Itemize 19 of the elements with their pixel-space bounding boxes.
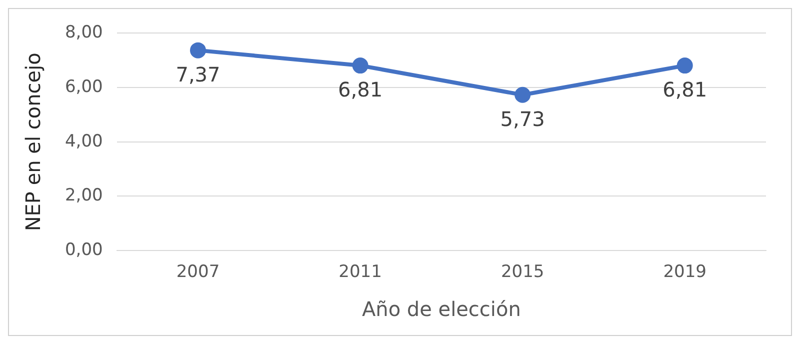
data-label: 5,73 [500, 107, 545, 132]
x-axis-title: Año de elección [362, 297, 521, 322]
x-tick-label: 2011 [338, 262, 382, 282]
x-tick-label: 2019 [663, 262, 706, 282]
y-tick-label: 6,00 [64, 76, 103, 97]
point [190, 42, 206, 58]
data-label: 7,37 [176, 62, 220, 87]
x-tick-label: 2015 [500, 262, 544, 282]
x-tick-label: 2007 [176, 262, 220, 282]
y-tick-label: 0,00 [64, 240, 103, 260]
point [676, 58, 693, 74]
y-tick-label: 4,00 [64, 131, 103, 152]
data-label: 6,81 [338, 78, 383, 102]
y-tick-label: 2,00 [64, 186, 103, 206]
y-tick-label: 8,00 [64, 22, 103, 43]
y-axis-title: NEP en el concejo [21, 52, 46, 232]
point [352, 58, 368, 74]
point [514, 86, 531, 103]
data-label: 6,81 [662, 78, 708, 102]
